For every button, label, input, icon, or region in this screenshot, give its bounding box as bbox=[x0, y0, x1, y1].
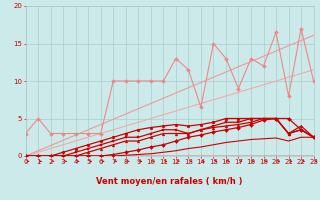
X-axis label: Vent moyen/en rafales ( km/h ): Vent moyen/en rafales ( km/h ) bbox=[96, 177, 243, 186]
